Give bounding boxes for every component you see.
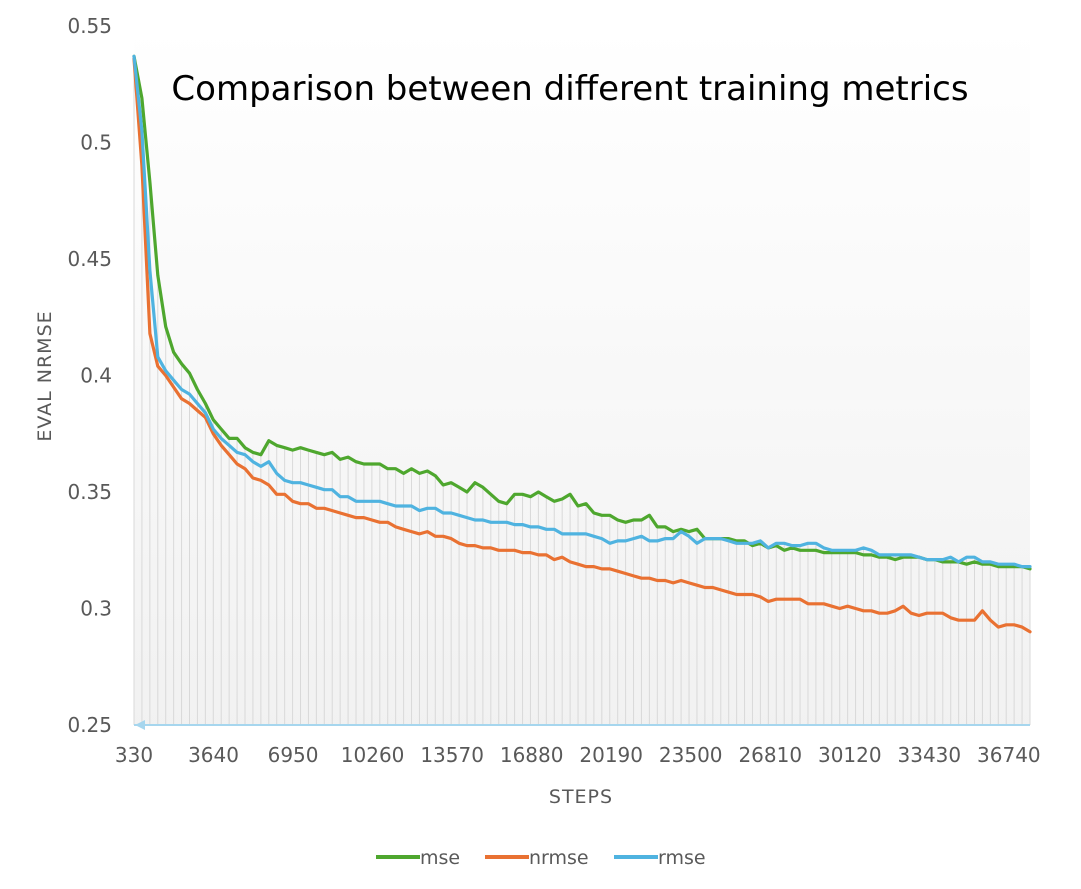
axis-origin-marker (135, 720, 145, 730)
series-lines (132, 54, 1032, 730)
series-line-mse (132, 54, 1032, 571)
y-axis-title: EVAL NRMSE (34, 310, 56, 441)
y-axis-ticks: 0.25 0.3 0.35 0.4 0.45 0.5 0.55 (67, 14, 112, 737)
x-tick-label: 30120 (818, 743, 882, 767)
x-tick-label: 330 (115, 743, 153, 767)
y-tick-label: 0.5 (80, 131, 112, 155)
x-axis-ticks: 330 3640 6950 10260 13570 16880 20190 23500 2681… (115, 743, 1041, 767)
legend: mse nrmse rmse (376, 847, 706, 869)
legend-label-rmse: rmse (658, 847, 706, 869)
x-tick-label: 16880 (500, 743, 564, 767)
x-tick-label: 10260 (341, 743, 405, 767)
chart-title: Comparison between different training me… (171, 69, 968, 109)
x-tick-label: 20190 (579, 743, 643, 767)
x-tick-label: 33430 (898, 743, 962, 767)
y-tick-label: 0.4 (80, 364, 112, 388)
y-tick-label: 0.35 (67, 480, 112, 504)
x-axis-title: STEPS (549, 786, 613, 808)
plot-background (134, 26, 1030, 725)
x-tick-label: 3640 (188, 743, 239, 767)
series-line-nrmse (132, 57, 1032, 634)
legend-label-mse: mse (420, 847, 460, 869)
x-tick-label: 26810 (738, 743, 802, 767)
x-tick-label: 13570 (420, 743, 484, 767)
x-tick-label: 36740 (977, 743, 1041, 767)
y-tick-label: 0.25 (67, 713, 112, 737)
y-tick-label: 0.3 (80, 597, 112, 621)
legend-label-nrmse: nrmse (529, 847, 589, 869)
y-tick-label: 0.45 (67, 247, 112, 271)
x-tick-label: 6950 (268, 743, 319, 767)
series-line-rmse (132, 54, 1032, 569)
y-tick-label: 0.55 (67, 14, 112, 38)
x-tick-label: 23500 (659, 743, 723, 767)
